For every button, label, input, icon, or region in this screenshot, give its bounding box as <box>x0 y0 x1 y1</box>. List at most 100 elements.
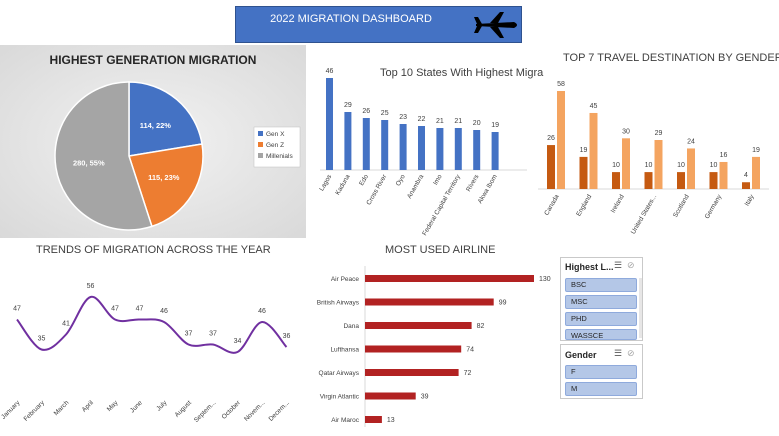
airline-tick-label: Dana <box>343 323 359 330</box>
destination-value-label: 10 <box>710 162 718 169</box>
airline-bar <box>365 322 472 329</box>
pie-data-label: 280, 55% <box>73 158 105 167</box>
destination-tick-label: England <box>575 193 593 217</box>
state-bar <box>344 112 352 170</box>
trend-tick-label: April <box>81 399 96 414</box>
trend-value-label: 47 <box>13 306 21 313</box>
slicer-gender-header: Gender <box>565 350 597 360</box>
slicer-scrollbar[interactable] <box>639 278 642 338</box>
trend-tick-label: January <box>0 399 22 421</box>
destination-bar-M <box>622 138 630 189</box>
trend-tick-label: October <box>221 399 243 421</box>
destination-bar-F <box>579 156 588 189</box>
destination-value-label: 10 <box>645 162 653 169</box>
destination-tick-label: Scotland <box>672 193 691 219</box>
legend-swatch <box>258 131 263 136</box>
airline-value-label: 72 <box>464 370 472 377</box>
state-value-label: 21 <box>454 118 462 125</box>
trend-value-label: 37 <box>185 331 193 338</box>
slicer-level-item[interactable]: PHD <box>565 312 637 326</box>
airline-bar <box>365 416 382 423</box>
state-value-label: 20 <box>473 120 481 127</box>
clear-filter-icon[interactable]: ⊘ <box>627 348 635 358</box>
pie-chart-panel: HIGHEST GENERATION MIGRATION 114, 22% 115… <box>0 45 306 238</box>
trend-tick-label: August <box>174 399 193 418</box>
airline-value-label: 39 <box>421 394 429 401</box>
trend-line-chart: 47 January 35 February 41 March 56 April 47 May 47… <box>0 283 291 424</box>
trend-tick-label: June <box>129 399 144 414</box>
airline-value-label: 13 <box>387 417 395 424</box>
state-bar <box>491 132 499 170</box>
trend-value-label: 46 <box>258 308 266 315</box>
trend-tick-label: May <box>106 399 120 413</box>
state-bar <box>326 78 333 170</box>
state-value-label: 21 <box>436 118 444 125</box>
state-bar <box>454 128 462 170</box>
destination-bar-F <box>742 182 750 189</box>
legend-label: Gen X <box>266 131 285 138</box>
state-value-label: 22 <box>418 116 426 123</box>
destination-tick-label: Ireland <box>610 193 626 214</box>
trend-tick-label: February <box>23 399 47 423</box>
airline-value-label: 74 <box>466 347 474 354</box>
airline-bar <box>365 392 416 400</box>
slicer-gender-item[interactable]: F <box>565 365 637 379</box>
slicer-gender[interactable]: Gender ☰ ⊘ F M <box>560 344 643 399</box>
destination-value-label: 4 <box>744 172 748 179</box>
destination-bar-M <box>719 161 728 189</box>
destination-tick-label: Canada <box>543 193 561 217</box>
pie-slice <box>54 81 153 231</box>
multi-select-icon[interactable]: ☰ <box>614 348 623 358</box>
airline-value-label: 130 <box>539 276 551 283</box>
state-bar <box>418 126 425 170</box>
state-value-label: 23 <box>399 114 407 121</box>
state-value-label: 26 <box>362 108 370 115</box>
airline-bar <box>365 275 534 282</box>
trend-tick-label: March <box>53 399 71 417</box>
destination-tick-label: Italy <box>744 193 756 207</box>
state-bar <box>436 128 444 170</box>
state-bar <box>381 120 389 170</box>
trend-value-label: 35 <box>38 336 46 343</box>
dashboard-banner: 2022 MIGRATION DASHBOARD <box>235 6 522 43</box>
legend-swatch <box>258 142 263 147</box>
pie-data-label: 114, 22% <box>140 121 172 130</box>
legend-swatch <box>258 153 263 158</box>
airline-bar <box>365 345 462 353</box>
clear-filter-icon[interactable]: ⊘ <box>627 260 635 270</box>
trend-value-label: 47 <box>136 306 144 313</box>
trend-value-label: 41 <box>62 321 70 328</box>
slicer-level-item[interactable]: WASSCE <box>565 329 637 340</box>
airline-tick-label: Virgin Atlantic <box>320 394 360 401</box>
airline-chart-title: MOST USED AIRLINE <box>385 244 496 256</box>
destination-bar-M <box>557 91 565 189</box>
pie-slice <box>128 81 203 157</box>
destination-bar-M <box>752 156 760 189</box>
airline-tick-label: Air Maroc <box>331 417 360 424</box>
destination-bar-F <box>612 172 620 189</box>
state-tick-label: Edo <box>358 173 370 187</box>
slicer-level-item[interactable]: BSC <box>565 278 637 292</box>
legend-label: Gen Z <box>266 142 284 149</box>
multi-select-icon[interactable]: ☰ <box>614 260 623 270</box>
state-tick-label: Imo <box>432 173 444 186</box>
state-bar <box>362 118 370 170</box>
trend-value-label: 56 <box>87 283 95 290</box>
state-tick-label: Kaduna <box>334 173 351 196</box>
state-bar <box>399 124 407 170</box>
pie-slice <box>128 143 204 228</box>
slicer-level-item[interactable]: MSC <box>565 295 637 309</box>
destination-bar-M <box>589 112 598 189</box>
destination-value-label: 16 <box>720 152 728 159</box>
destination-value-label: 10 <box>612 162 620 169</box>
slicer-highest-level[interactable]: Highest L... ☰ ⊘ BSC MSC PHD WASSCE <box>560 257 643 341</box>
destination-value-label: 24 <box>687 138 695 145</box>
state-value-label: 25 <box>381 110 389 117</box>
slicer-gender-item[interactable]: M <box>565 382 637 396</box>
destination-value-label: 45 <box>590 103 598 110</box>
trend-value-label: 37 <box>209 331 217 338</box>
airline-bar-chart: 130 Air Peace 99 British Airways 82 Dana 74 Luf… <box>317 266 551 427</box>
destination-bar-F <box>644 172 653 189</box>
destination-value-label: 19 <box>752 147 760 154</box>
destination-bar-M <box>654 140 663 189</box>
